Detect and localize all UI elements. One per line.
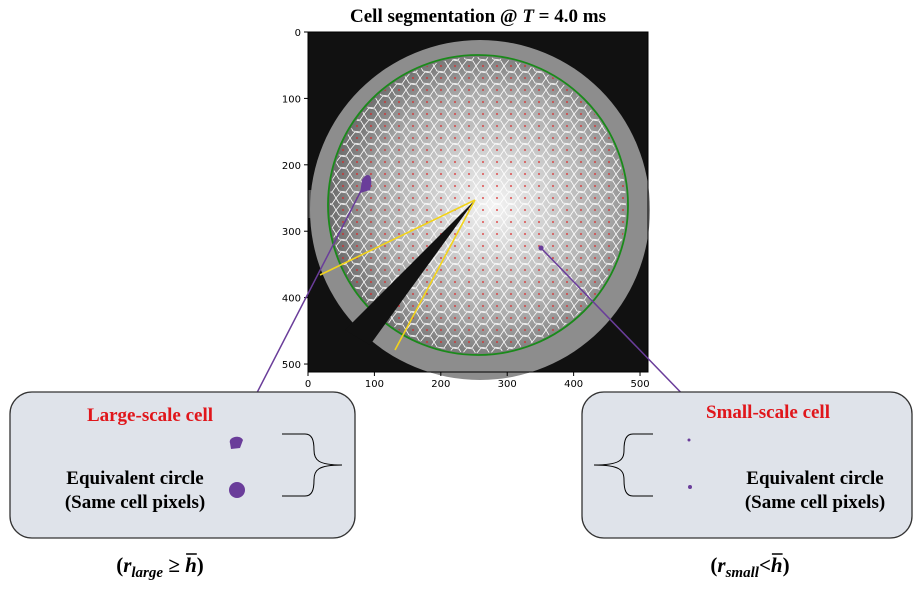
x-tick-label: 500: [630, 379, 649, 390]
panel-text: Equivalent circle: [66, 468, 203, 489]
y-tick-label: 500: [282, 360, 301, 371]
equivalent-circle: [688, 485, 692, 489]
formula-subscript: large: [131, 565, 163, 581]
formula: (rsmall<h): [710, 553, 789, 581]
x-tick-label: 400: [564, 379, 583, 390]
panel-text: Equivalent circle: [746, 468, 883, 489]
panel-label: Large-scale cell: [87, 405, 213, 426]
panel-label: Small-scale cell: [706, 402, 830, 423]
x-tick-label: 100: [365, 379, 384, 390]
title-prefix: Cell segmentation @: [350, 6, 522, 27]
y-tick-label: 100: [282, 94, 301, 105]
y-tick-label: 0: [295, 28, 301, 39]
y-tick-label: 300: [282, 227, 301, 238]
title-suffix: = 4.0 ms: [534, 6, 606, 27]
x-tick-label: 300: [498, 379, 517, 390]
formula-relation: <: [759, 553, 771, 577]
y-tick-label: 200: [282, 161, 301, 172]
formula-bar-variable: h: [771, 553, 783, 577]
panel-text: (Same cell pixels): [745, 492, 885, 513]
formula-close: ): [197, 553, 204, 577]
formula-subscript: small: [725, 565, 760, 581]
figure: Cell segmentation @ T = 4.0 ms 0 100 200 30…: [0, 0, 917, 586]
page: Cell segmentation @ T = 4.0 ms 0 100 200 30…: [0, 0, 917, 591]
small-cell-shape: [688, 439, 691, 442]
image: [308, 32, 650, 380]
formula-open: (: [116, 553, 123, 577]
formulas: (rlarge ≥ h) (rsmall<h): [116, 553, 789, 581]
formula-relation: ≥: [163, 553, 185, 577]
formula-bar-variable: h: [185, 553, 197, 577]
equivalent-circle: [229, 482, 245, 498]
x-tick-label: 0: [305, 379, 311, 390]
formula-open: (: [710, 553, 717, 577]
panel-text: (Same cell pixels): [65, 492, 205, 513]
title: Cell segmentation @ T = 4.0 ms: [350, 6, 606, 27]
formula: (rlarge ≥ h): [116, 553, 204, 581]
y-tick-label: 400: [282, 294, 301, 305]
x-tick-label: 200: [431, 379, 450, 390]
formula-close: ): [783, 553, 790, 577]
